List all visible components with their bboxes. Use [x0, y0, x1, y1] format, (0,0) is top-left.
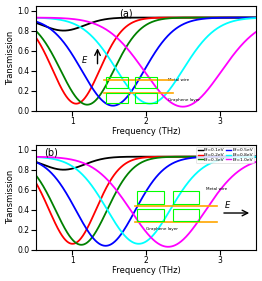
- Text: (a): (a): [119, 9, 133, 19]
- Text: E: E: [82, 56, 87, 65]
- Text: E: E: [225, 201, 230, 210]
- Text: Metal wire: Metal wire: [206, 187, 227, 191]
- X-axis label: Frequency (THz): Frequency (THz): [112, 127, 181, 136]
- Text: Graphene layer: Graphene layer: [168, 98, 200, 102]
- Legend: Ef=0.1eV, Ef=0.2eV, Ef=0.3eV, Ef=0.5eV, Ef=0.8eV, Ef=1.0eV: Ef=0.1eV, Ef=0.2eV, Ef=0.3eV, Ef=0.5eV, …: [196, 147, 254, 163]
- Text: Graphene layer: Graphene layer: [146, 227, 178, 231]
- Text: (b): (b): [45, 148, 58, 158]
- Text: Metal wire: Metal wire: [168, 78, 189, 82]
- Y-axis label: Transmission: Transmission: [6, 31, 15, 85]
- X-axis label: Frequency (THz): Frequency (THz): [112, 266, 181, 275]
- Y-axis label: Transmission: Transmission: [6, 170, 15, 224]
